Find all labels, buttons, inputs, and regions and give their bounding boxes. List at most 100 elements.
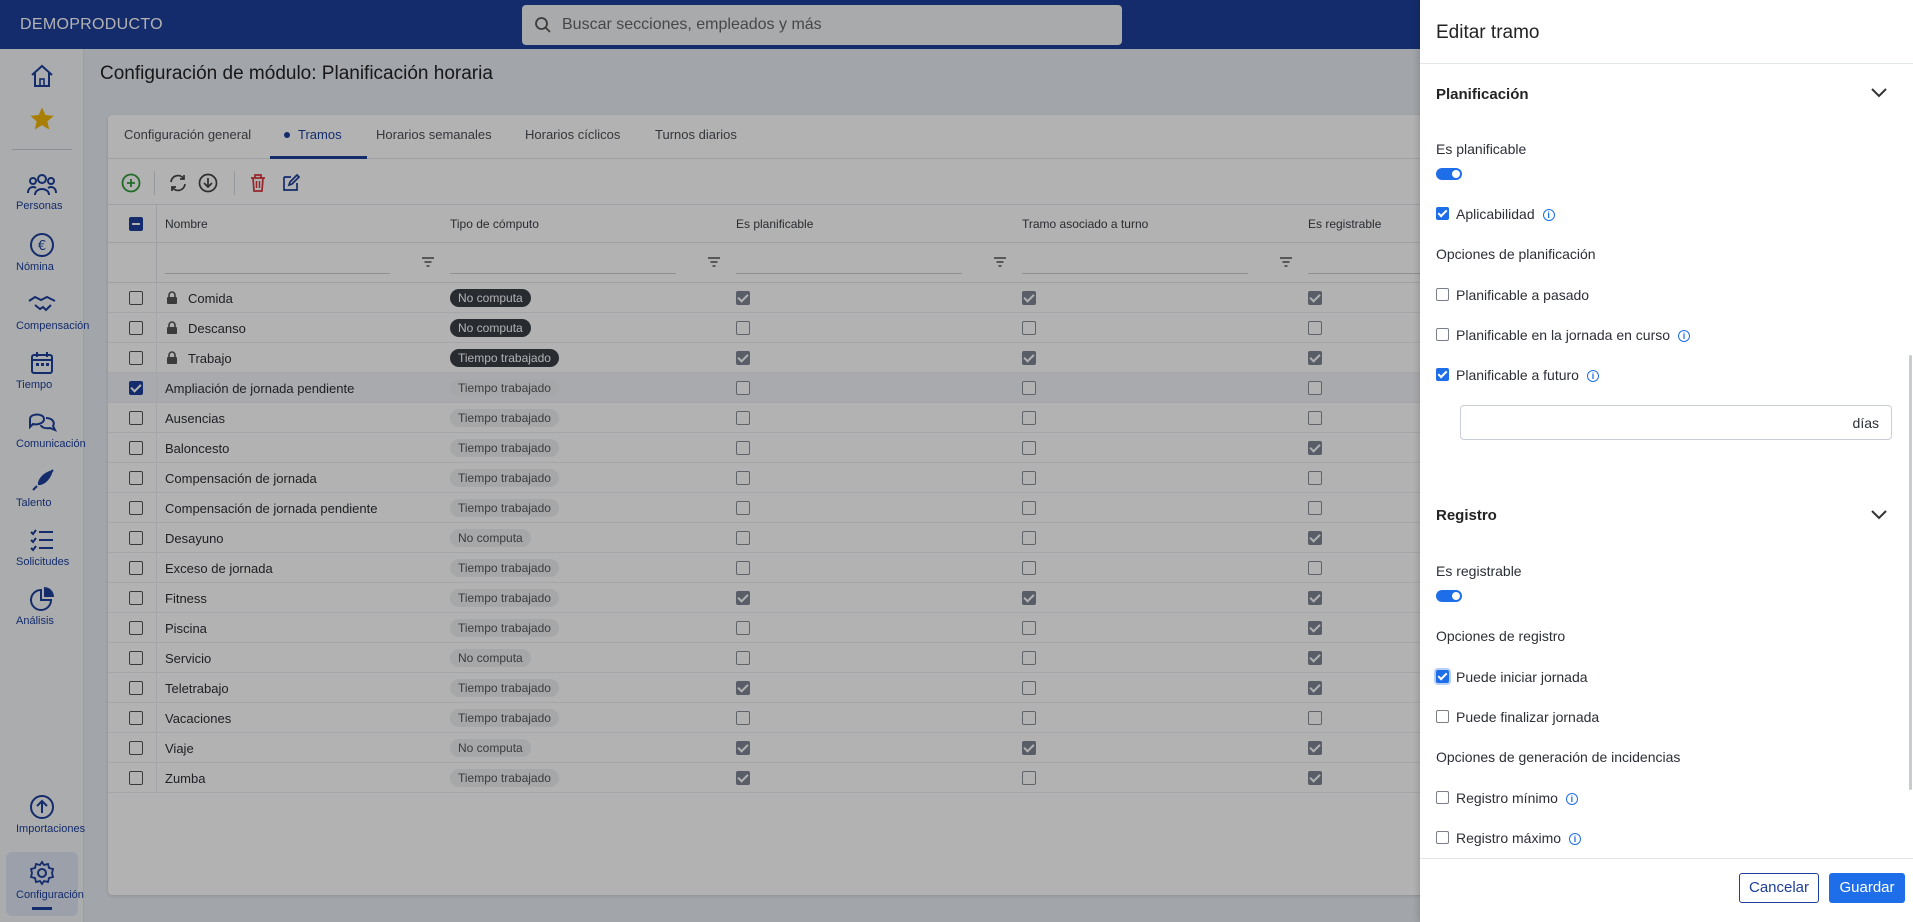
row-select-checkbox[interactable]	[129, 531, 143, 545]
planificable-futuro-checkbox[interactable]	[1436, 368, 1449, 381]
puede-iniciar-jornada-checkbox[interactable]	[1436, 670, 1449, 683]
sidebar-item-importaciones[interactable]: Importaciones	[0, 794, 85, 835]
filter-input-registrable[interactable]	[1308, 273, 1428, 274]
row-select-checkbox[interactable]	[129, 741, 143, 755]
row-select-checkbox[interactable]	[129, 681, 143, 695]
es-planificable-toggle[interactable]	[1436, 168, 1462, 180]
row-select-checkbox[interactable]	[129, 711, 143, 725]
table-row[interactable]: Viaje No computa	[108, 733, 1428, 763]
column-header-registrable[interactable]: Es registrable	[1308, 217, 1382, 231]
brand-logo[interactable]: DEMOPRODUCTO	[20, 16, 163, 33]
table-row[interactable]: Comida No computa	[108, 283, 1428, 313]
row-select-checkbox[interactable]	[129, 591, 143, 605]
registro-minimo-checkbox[interactable]	[1436, 791, 1449, 804]
chevron-down-icon[interactable]	[1870, 86, 1888, 98]
tab-horarios-semanales[interactable]: Horarios semanales	[376, 127, 492, 142]
info-icon[interactable]: i	[1586, 370, 1599, 383]
refresh-icon[interactable]	[167, 172, 189, 194]
table-row[interactable]: Compensación de jornada Tiempo trabajado	[108, 463, 1428, 493]
table-row[interactable]: Piscina Tiempo trabajado	[108, 613, 1428, 643]
filter-icon[interactable]	[1279, 256, 1293, 268]
info-icon[interactable]: i	[1569, 833, 1582, 846]
aplicabilidad-checkbox[interactable]	[1436, 207, 1449, 220]
column-header-planificable[interactable]: Es planificable	[736, 217, 814, 231]
table-row[interactable]: Fitness Tiempo trabajado	[108, 583, 1428, 613]
save-button[interactable]: Guardar	[1829, 873, 1905, 903]
row-select-checkbox[interactable]	[129, 381, 143, 395]
download-icon[interactable]	[197, 172, 219, 194]
tab-turnos-diarios[interactable]: Turnos diarios	[655, 127, 737, 142]
table-row[interactable]: Desayuno No computa	[108, 523, 1428, 553]
planificable-pasado-checkbox[interactable]	[1436, 288, 1449, 301]
row-select-checkbox[interactable]	[129, 471, 143, 485]
table-row[interactable]: Vacaciones Tiempo trabajado	[108, 703, 1428, 733]
sidebar-item-configuracion[interactable]: Configuración	[0, 860, 84, 901]
sidebar-item-nomina[interactable]: € Nómina	[0, 232, 84, 273]
add-icon[interactable]	[120, 172, 142, 194]
column-header-turno[interactable]: Tramo asociado a turno	[1022, 217, 1149, 231]
row-select-checkbox[interactable]	[129, 411, 143, 425]
row-select-checkbox[interactable]	[129, 321, 143, 335]
tab-configuracion-general[interactable]: Configuración general	[124, 127, 252, 142]
sidebar-item-comunicacion[interactable]: Comunicación	[0, 409, 86, 450]
row-select-checkbox[interactable]	[129, 651, 143, 665]
sidebar-item-analisis[interactable]: Análisis	[0, 586, 84, 627]
filter-input-nombre[interactable]	[165, 273, 390, 274]
sidebar-item-solicitudes[interactable]: Solicitudes	[0, 527, 84, 568]
dias-input[interactable]: días	[1460, 405, 1892, 440]
filter-input-planificable[interactable]	[736, 273, 962, 274]
filter-input-tipo[interactable]	[450, 273, 676, 274]
select-all-checkbox[interactable]	[129, 217, 143, 231]
sidebar-item-talento[interactable]: Talento	[0, 468, 84, 509]
tab-horarios-ciclicos[interactable]: Horarios cíclicos	[525, 127, 621, 142]
sidebar-item-home[interactable]	[0, 63, 84, 89]
table-row[interactable]: Zumba Tiempo trabajado	[108, 763, 1428, 793]
registro-maximo-checkbox[interactable]	[1436, 831, 1449, 844]
table-row[interactable]: Ampliación de jornada pendiente Tiempo tr…	[108, 373, 1428, 403]
table-row[interactable]: Baloncesto Tiempo trabajado	[108, 433, 1428, 463]
row-select-checkbox[interactable]	[129, 441, 143, 455]
chevron-down-icon[interactable]	[1870, 508, 1888, 520]
tipo-computo-badge: No computa	[450, 739, 531, 757]
edit-icon[interactable]	[280, 172, 302, 194]
table-row[interactable]: Trabajo Tiempo trabajado	[108, 343, 1428, 373]
table-row[interactable]: Ausencias Tiempo trabajado	[108, 403, 1428, 433]
sidebar-item-compensacion[interactable]: Compensación	[0, 291, 89, 332]
sidebar-item-tiempo[interactable]: Tiempo	[0, 350, 84, 391]
checklist-icon	[30, 529, 53, 552]
table-row[interactable]: Servicio No computa	[108, 643, 1428, 673]
table-row[interactable]: Descanso No computa	[108, 313, 1428, 343]
table-row[interactable]: Exceso de jornada Tiempo trabajado	[108, 553, 1428, 583]
puede-finalizar-jornada-checkbox[interactable]	[1436, 710, 1449, 723]
search-input[interactable]: Buscar secciones, empleados y más	[522, 5, 1122, 45]
sidebar-item-favorites[interactable]	[0, 105, 84, 133]
tab-tramos[interactable]: Tramos	[284, 127, 342, 142]
row-select-checkbox[interactable]	[129, 621, 143, 635]
panel-scrollbar[interactable]	[1909, 355, 1912, 790]
info-icon[interactable]: i	[1678, 330, 1691, 343]
section-title-registro[interactable]: Registro	[1436, 507, 1497, 524]
info-icon[interactable]: i	[1542, 209, 1555, 222]
filter-icon[interactable]	[707, 256, 721, 268]
cancel-button[interactable]: Cancelar	[1739, 873, 1819, 903]
delete-icon[interactable]	[247, 172, 269, 194]
filter-icon[interactable]	[993, 256, 1007, 268]
planificable-futuro-row: Planificable a futuro i	[1456, 367, 1599, 383]
row-select-checkbox[interactable]	[129, 561, 143, 575]
table-row[interactable]: Teletrabajo Tiempo trabajado	[108, 673, 1428, 703]
es-registrable-toggle[interactable]	[1436, 590, 1462, 602]
filter-icon[interactable]	[421, 256, 435, 268]
info-icon[interactable]: i	[1565, 793, 1578, 806]
sidebar-label-personas: Personas	[16, 200, 63, 212]
table-row[interactable]: Compensación de jornada pendiente Tiempo …	[108, 493, 1428, 523]
row-select-checkbox[interactable]	[129, 291, 143, 305]
column-header-nombre[interactable]: Nombre	[165, 217, 208, 231]
row-select-checkbox[interactable]	[129, 771, 143, 785]
filter-input-turno[interactable]	[1022, 273, 1248, 274]
row-select-checkbox[interactable]	[129, 351, 143, 365]
planificable-en-curso-checkbox[interactable]	[1436, 328, 1449, 341]
section-title-planificacion[interactable]: Planificación	[1436, 86, 1529, 103]
sidebar-item-personas[interactable]: Personas	[0, 171, 84, 212]
column-header-tipo[interactable]: Tipo de cómputo	[450, 217, 539, 231]
row-select-checkbox[interactable]	[129, 501, 143, 515]
